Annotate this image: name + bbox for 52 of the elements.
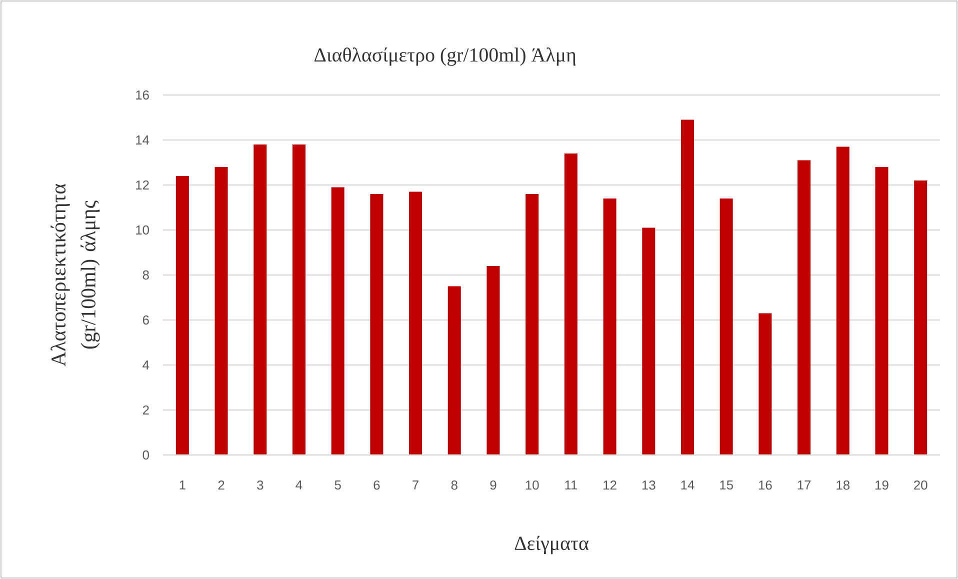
bar [486,266,500,455]
bar [642,228,656,455]
x-tick-label: 8 [451,480,458,490]
bar [798,160,811,455]
x-axis-title: Δείγματα [514,536,589,554]
x-tick-label: 9 [490,480,496,490]
x-tick-label: 20 [914,480,928,490]
y-tick-label: 6 [142,315,149,325]
bar [176,176,189,455]
bar [370,194,384,455]
x-tick-label: 15 [720,480,733,490]
bar [526,194,539,455]
bar [254,144,267,455]
y-tick-label: 2 [142,405,149,415]
x-tick-label: 19 [876,480,888,490]
bar [720,198,733,455]
x-tick-label: 16 [758,480,772,490]
x-tick-label: 14 [681,480,694,490]
y-axis-title: Αλατοπεριεκτικότητα (gr/100ml) άλμης [50,184,100,366]
bar [875,166,888,455]
x-tick-label: 4 [296,480,302,490]
x-tick-label: 5 [334,480,341,490]
x-tick-label: 10 [526,480,539,490]
bar [680,120,694,455]
x-tick-label: 13 [642,480,656,490]
bar [409,192,422,455]
bar [758,313,772,455]
y-tick-label: 16 [136,90,149,100]
x-tick-label: 3 [257,480,264,490]
bar [448,286,461,455]
x-tick-label: 6 [374,480,380,490]
bar [331,187,344,455]
x-tick-label: 2 [218,480,224,490]
y-tick-label: 8 [142,270,149,280]
x-tick-label: 11 [565,480,578,490]
y-tick-label: 12 [136,180,149,190]
bar [564,153,578,455]
y-tick-label: 0 [142,450,149,460]
x-tick-label: 7 [412,480,418,490]
x-tick-label: 1 [180,480,186,490]
bar [603,198,616,455]
bar [914,180,928,455]
x-tick-label: 17 [798,480,811,490]
x-tick-label: 12 [604,480,616,490]
y-tick-label: 10 [136,225,149,235]
y-tick-label: 14 [136,136,150,144]
bar [836,146,850,455]
x-tick-label: 18 [836,480,850,490]
bar [292,144,306,455]
bar [214,166,228,455]
chart-title: Διαθλασίμετρο (gr/100ml) Άλμη [314,47,576,66]
y-tick-label: 4 [142,360,150,370]
